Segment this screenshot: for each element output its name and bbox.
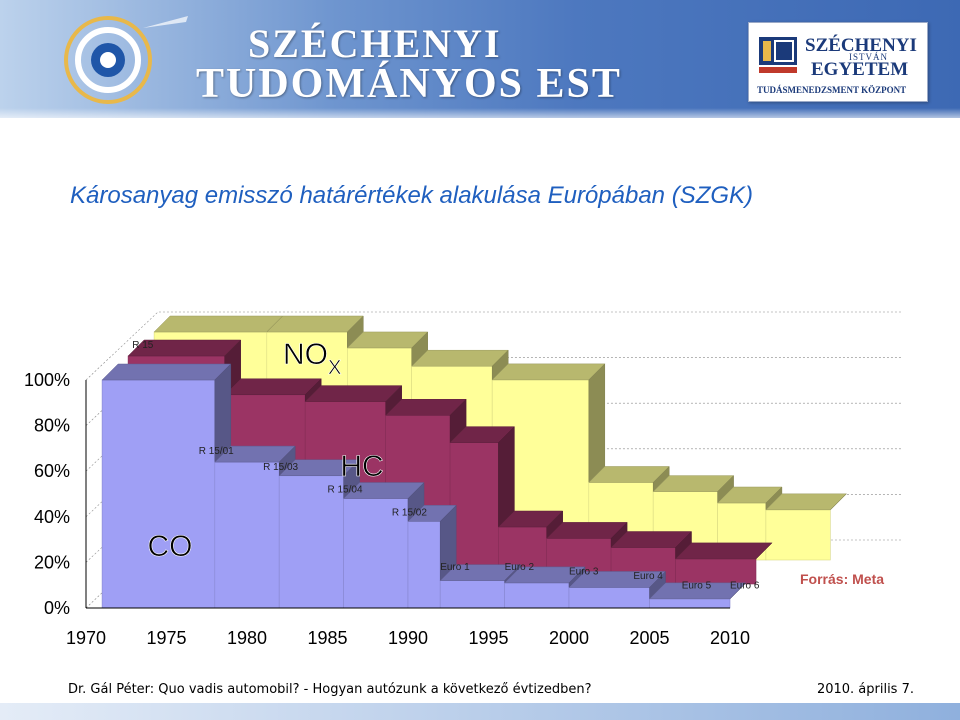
series-label-nox: NOX [283,338,341,379]
slide-title: Károsanyag emisszó határértékek alakulás… [70,182,754,209]
x-tick-labels: 1970 1975 1980 1985 1990 1995 2000 2005 2010 [66,628,750,648]
step-front-nox-8 [765,509,831,561]
y-tick-labels: 0% 20% 40% 60% 80% 100% [24,370,70,618]
regulation-label: R 15/04 [328,485,363,496]
step-side-nox-8 [830,493,847,511]
step-front-co-2 [278,475,344,609]
nox-subscript: X [328,357,341,379]
x-tick-label: 2010 [710,628,750,648]
series-co [101,363,747,609]
step-top-nox-0 [153,315,284,333]
regulation-label: R 15/02 [392,507,427,518]
step-top-nox-1 [266,315,364,333]
series-areas [101,315,847,609]
szechenyi-egyetem-logo: SZÉCHENYI ISTVÁN EGYETEM TUDÁSMENEDZSMEN… [748,22,928,102]
step-top-hc-8 [674,542,773,560]
right-logo-line2: ISTVÁN [849,52,888,62]
step-front-co-1 [214,461,280,609]
step-side-nox-4 [588,363,606,484]
axes [85,380,730,609]
step-side-co-8 [729,582,747,600]
gridline-5 [85,311,902,381]
step-side-hc-4 [498,426,515,528]
step-front-co-5 [439,580,505,609]
y-tick-label: 100% [24,370,70,390]
regulation-label: Euro 2 [505,562,535,573]
series-label-hc: HC [340,450,383,483]
source-label: Forrás: Meta [800,571,884,587]
regulation-labels: R 15 R 15/01 R 15/03 R 15/04 R 15/02 Euro 1 Eu… [132,340,760,591]
step-top-hc-1 [224,378,322,396]
step-top-nox-3 [411,349,509,367]
step-front-hc-8 [675,558,757,585]
brand-line1: SZÉCHENYI [248,21,502,66]
step-top-nox-4 [491,363,606,381]
szechenyi-est-logo-icon [64,16,188,104]
header-banner: SZÉCHENYI TUDOMÁNYOS EST SZÉCHENYI ISTVÁ… [0,0,960,118]
step-front-co-7 [568,587,650,609]
y-tick-label: 80% [34,416,70,436]
step-front-co-3 [343,498,409,609]
y-tick-label: 20% [34,552,70,572]
regulation-label: Euro 1 [440,562,470,573]
footer-author: Dr. Gál Péter: Quo vadis automobil? - Ho… [68,682,592,697]
step-front-co-0 [101,379,216,609]
x-tick-label: 2000 [549,628,589,648]
regulation-label: R 15/01 [199,446,234,457]
footer-date: 2010. április 7. [816,682,914,697]
regulation-label: Euro 6 [730,580,760,591]
x-tick-label: 1985 [307,628,347,648]
footer-bar [0,703,960,720]
x-tick-label: 1975 [146,628,186,648]
right-logo-line3: EGYETEM [811,59,909,80]
y-tick-label: 0% [44,598,70,618]
x-tick-label: 1990 [388,628,428,648]
right-logo-line1: SZÉCHENYI [805,35,917,56]
university-emblem-icon [759,37,797,73]
step-top-hc-2 [304,385,403,402]
regulation-label: R 15 [132,340,154,351]
step-front-co-8 [649,598,731,609]
series-label-co: CO [148,530,193,563]
y-tick-label: 60% [34,461,70,481]
x-tick-label: 1970 [66,628,106,648]
y-tick-label: 40% [34,507,70,527]
x-tick-label: 1995 [468,628,508,648]
regulation-label: Euro 3 [569,567,599,578]
emission-limit-chart: 0%20%40%60%80%100% 1970 1975 1980 1985 1990 1… [24,311,902,648]
step-front-co-6 [504,582,570,609]
step-front-co-4 [407,521,441,609]
regulation-label: Euro 4 [633,571,663,582]
nox-main: NO [283,338,328,371]
right-logo-line4: TUDÁSMENEDZSMENT KÖZPONT [757,85,907,95]
regulation-label: R 15/03 [263,462,298,473]
step-side-hc-8 [755,542,773,560]
x-tick-label: 2005 [629,628,669,648]
brand-line2: TUDOMÁNYOS EST [196,61,622,107]
step-top-co-0 [101,363,232,381]
footer: Dr. Gál Péter: Quo vadis automobil? - Ho… [0,678,960,700]
regulation-label: Euro 5 [682,580,712,591]
x-tick-label: 1980 [227,628,267,648]
